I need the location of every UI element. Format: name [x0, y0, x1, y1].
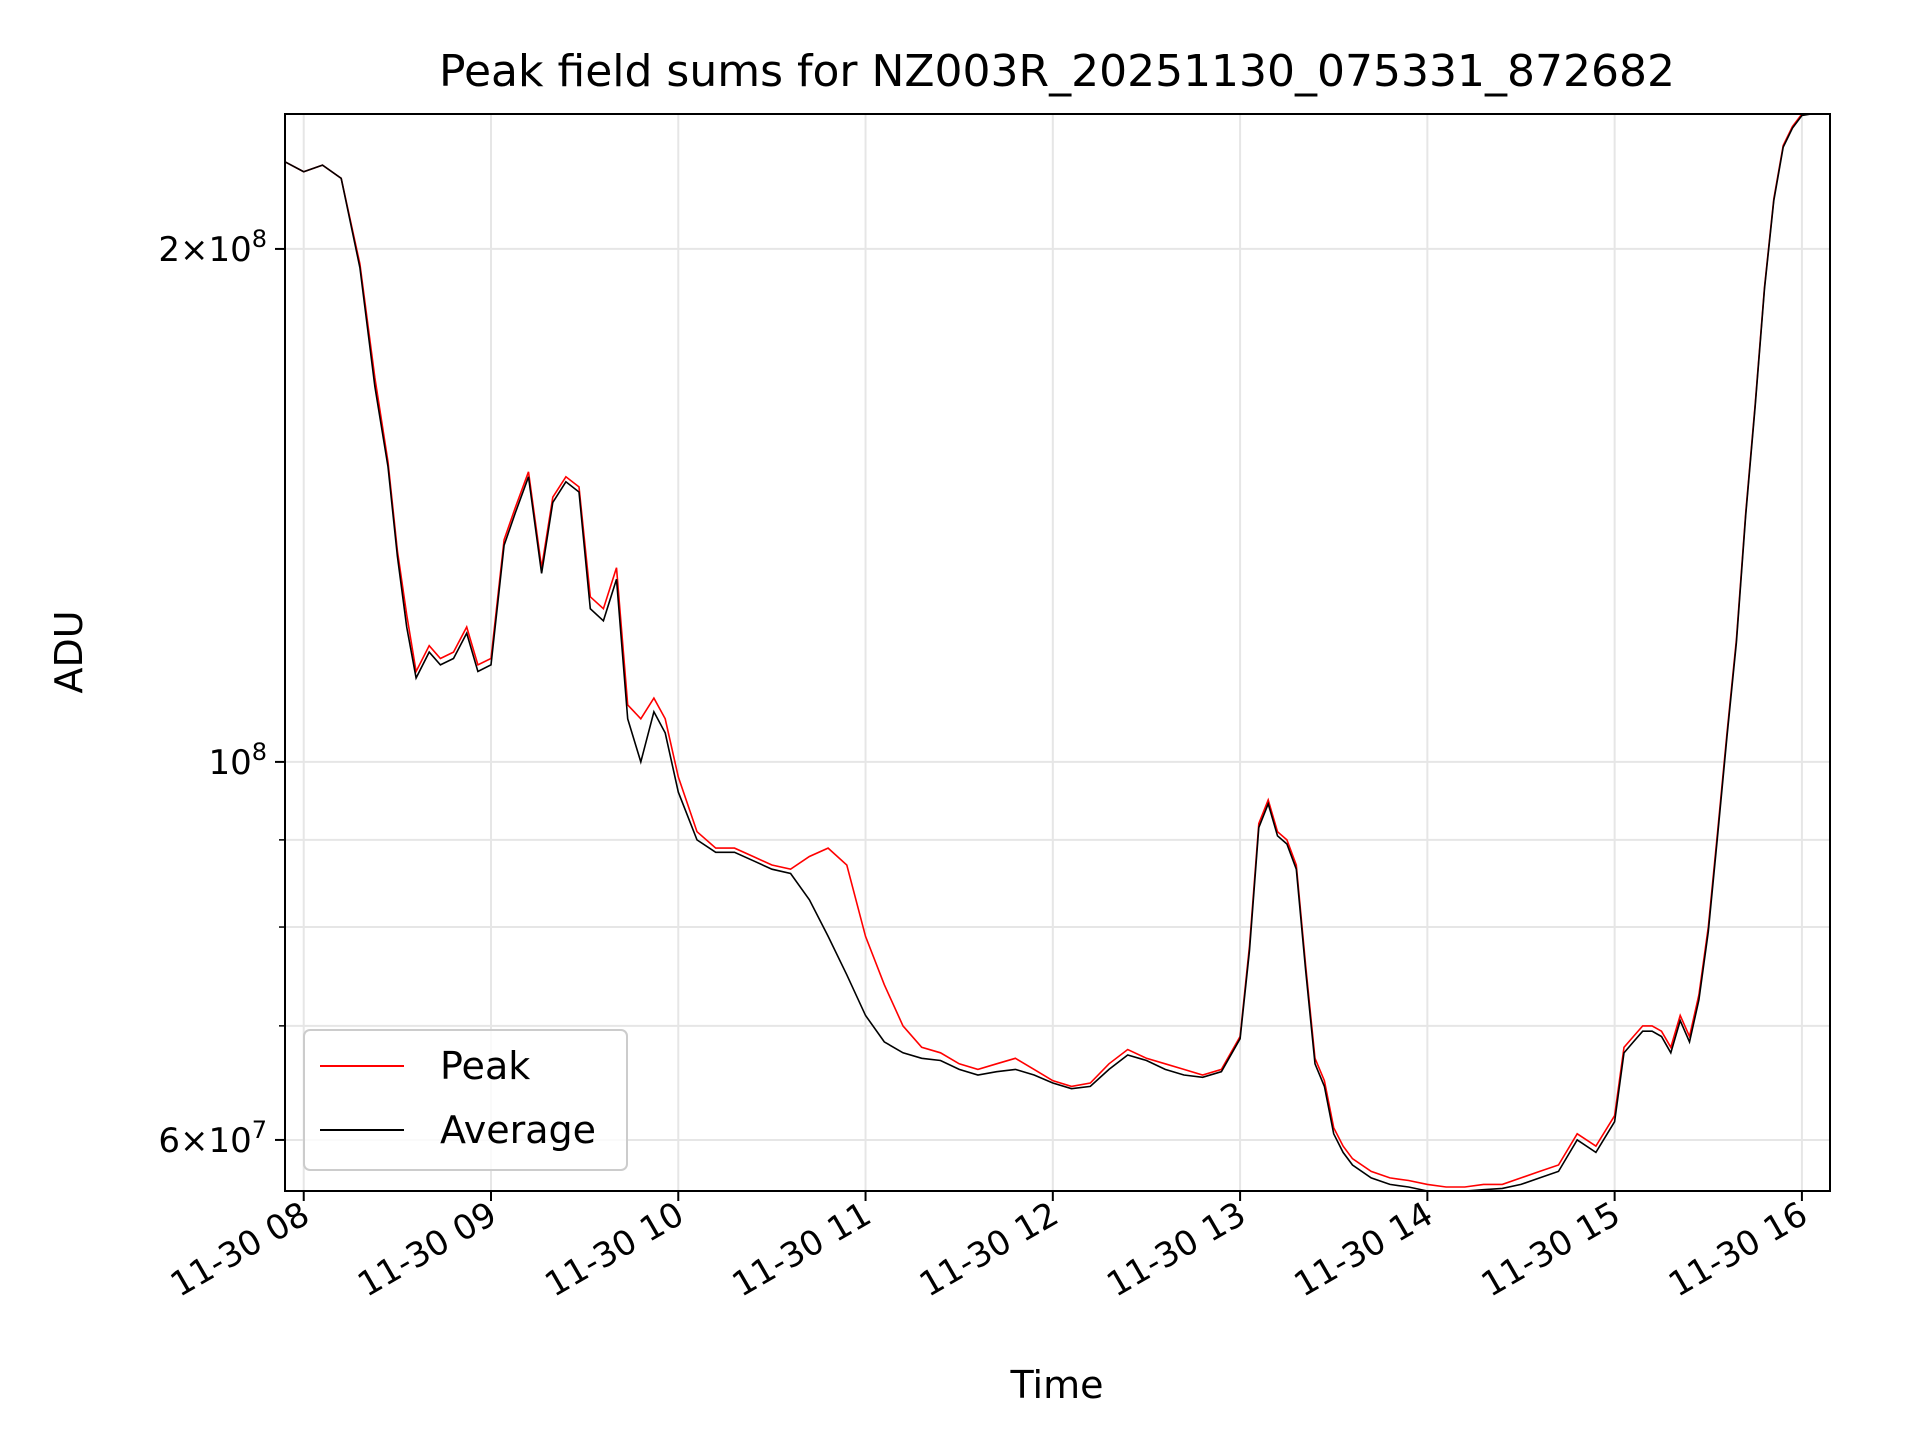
legend: Peak Average [303, 1029, 628, 1171]
legend-label-average: Average [440, 1108, 596, 1152]
y-axis-label: ADU [47, 610, 91, 693]
x-axis-label: Time [1010, 1363, 1104, 1407]
plot-frame [284, 113, 1831, 1192]
chart-title: Peak field sums for NZ003R_20251130_0753… [439, 46, 1675, 97]
series-line-average [284, 113, 1812, 1192]
y-axis: 6×107 108 2×108 [158, 225, 285, 1161]
y-tick-label: 6×107 [158, 1116, 267, 1161]
grid [285, 114, 1830, 1191]
y-tick-label: 2×108 [158, 225, 267, 270]
series-line-peak [284, 113, 1812, 1188]
plot-series [284, 113, 1812, 1192]
legend-label-peak: Peak [440, 1044, 530, 1088]
y-tick-label: 108 [208, 738, 267, 783]
